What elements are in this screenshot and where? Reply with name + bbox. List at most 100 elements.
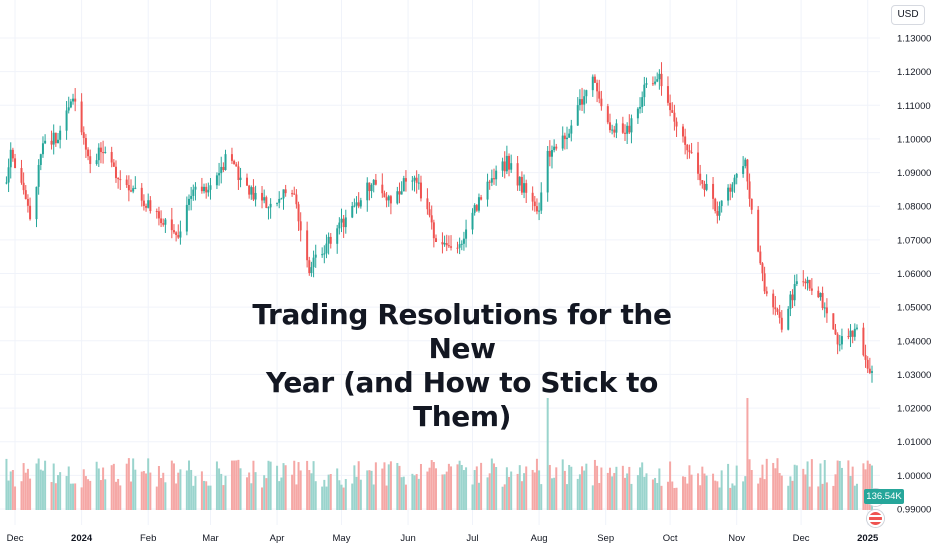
candle-body	[697, 152, 700, 174]
volume-bar	[29, 478, 32, 510]
candle-body	[321, 254, 324, 256]
volume-bar	[342, 487, 345, 510]
volume-bar	[718, 487, 721, 510]
volume-bar	[759, 477, 762, 510]
candle-body	[849, 330, 852, 337]
volume-bar	[576, 478, 579, 510]
volume-bar	[621, 465, 624, 510]
volume-bar	[742, 481, 745, 510]
volume-bar	[190, 469, 193, 510]
volume-bar	[598, 483, 601, 510]
candle-body	[658, 73, 661, 80]
candle-body	[355, 202, 358, 206]
volume-bar	[413, 475, 416, 510]
candle-body	[802, 281, 805, 283]
volume-bar	[666, 481, 669, 510]
candle-body	[435, 238, 437, 243]
volume-bar	[675, 487, 678, 510]
currency-label[interactable]: USD	[891, 5, 925, 25]
candle-body	[750, 198, 753, 210]
candle-body	[209, 185, 212, 190]
candle-body	[525, 183, 528, 193]
volume-bar	[97, 468, 100, 510]
candle-body	[731, 184, 734, 192]
volume-bar	[583, 470, 586, 510]
candle-body	[832, 313, 835, 330]
candle-body	[639, 106, 642, 109]
candle-body	[428, 209, 431, 216]
candle-body	[776, 309, 779, 312]
candle-body	[817, 290, 820, 298]
x-tick-label: Mar	[202, 533, 218, 544]
volume-bar	[24, 472, 27, 510]
volume-bar	[164, 482, 167, 510]
volume-bar	[147, 458, 150, 510]
y-axis: 1.13000 1.12000 1.11000 1.10000 1.09000 1.080…	[897, 34, 931, 516]
candle-body	[516, 163, 519, 186]
candle-body	[192, 189, 195, 196]
candle-body	[248, 185, 251, 195]
y-tick-label: 1.08000	[897, 202, 931, 213]
volume-bar	[802, 468, 805, 510]
volume-bar	[495, 467, 498, 510]
volume-bar	[224, 475, 227, 510]
volume-bar	[325, 486, 328, 510]
candle-body	[155, 211, 158, 213]
candle-body	[104, 151, 107, 153]
volume-bar	[110, 465, 113, 510]
volume-bar	[37, 458, 40, 510]
candle-body	[224, 154, 227, 170]
candle-body	[666, 86, 669, 103]
volume-bar	[267, 460, 270, 510]
candle-body	[329, 236, 332, 244]
volume-bar	[338, 480, 341, 510]
volume-bar	[643, 476, 646, 510]
candle-body	[200, 186, 203, 192]
volume-bar	[54, 483, 57, 510]
candle-body	[778, 311, 781, 318]
volume-bar	[523, 473, 526, 510]
volume-bar	[641, 462, 644, 510]
volume-bar	[821, 483, 824, 510]
candle-body	[140, 187, 143, 201]
candle-body	[585, 90, 588, 97]
volume-bar	[336, 468, 339, 510]
candle-body	[675, 121, 678, 127]
volume-bar	[233, 460, 236, 510]
candle-body	[95, 160, 98, 164]
volume-bar	[185, 470, 188, 510]
candle-body	[130, 190, 133, 192]
volume-bar	[591, 485, 594, 510]
candle-body	[41, 143, 44, 155]
y-tick-label: 1.07000	[897, 235, 931, 246]
candle-body	[222, 166, 225, 170]
volume-bar	[456, 464, 459, 510]
volume-bar	[308, 470, 311, 510]
candle-body	[52, 132, 55, 145]
volume-bar	[840, 467, 843, 510]
candle-body	[280, 198, 283, 200]
candle-body	[162, 223, 165, 225]
candle-body	[729, 187, 732, 192]
volume-bar	[112, 463, 115, 510]
volume-bar	[359, 479, 362, 510]
volume-bar	[518, 465, 521, 510]
volume-bar	[443, 474, 446, 510]
volume-bar	[703, 473, 706, 510]
volume-bar	[855, 483, 858, 510]
candle-body	[381, 184, 384, 194]
eu-flag-icon[interactable]	[867, 510, 884, 527]
candle-body	[460, 243, 463, 245]
volume-bar	[329, 474, 332, 510]
volume-bar	[89, 480, 92, 510]
volume-bar	[669, 461, 672, 510]
volume-bar	[593, 459, 596, 510]
x-tick-label: Dec	[793, 533, 810, 544]
candle-body	[323, 253, 326, 255]
candle-body	[185, 204, 188, 232]
volume-bar	[628, 466, 631, 510]
candle-body	[636, 108, 639, 119]
volume-bar	[237, 459, 240, 510]
